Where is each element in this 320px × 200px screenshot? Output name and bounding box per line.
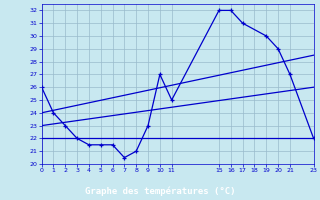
Text: Graphe des températures (°C): Graphe des températures (°C) (85, 186, 235, 196)
